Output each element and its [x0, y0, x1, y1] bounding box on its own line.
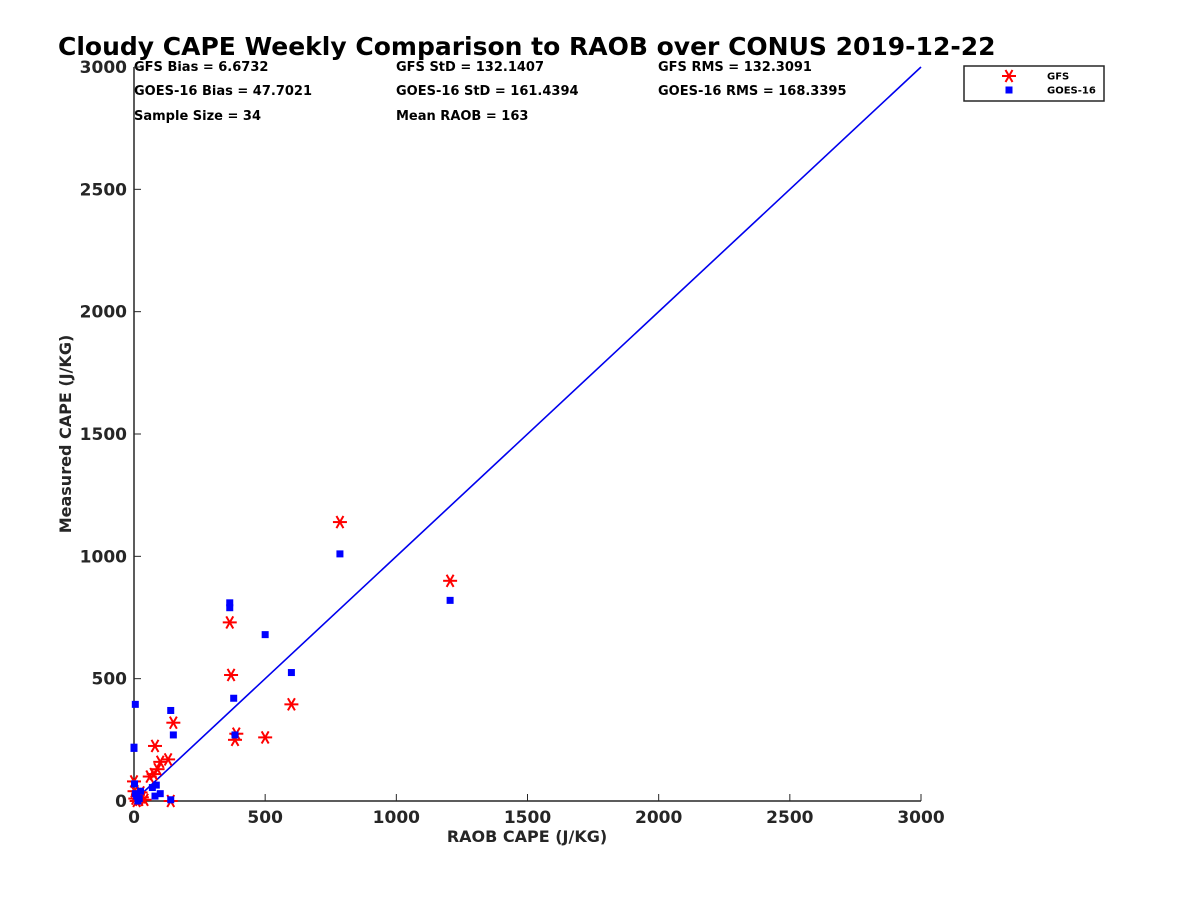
goes-16-point — [131, 780, 139, 788]
data-points — [127, 515, 458, 808]
goes-16-point — [130, 744, 138, 752]
y-tick-label: 500 — [92, 670, 128, 690]
goes-16-point — [148, 784, 156, 792]
stat-annotation: GOES-16 RMS = 168.3395 — [658, 84, 847, 99]
goes-16-point — [231, 731, 239, 739]
stat-annotation: GOES-16 StD = 161.4394 — [396, 84, 579, 99]
stat-annotation: GFS StD = 132.1407 — [396, 60, 544, 75]
goes-16-point — [167, 706, 175, 714]
y-tick-label: 0 — [115, 792, 127, 812]
legend-box — [963, 65, 1105, 102]
stat-annotation: GFS RMS = 132.3091 — [658, 60, 812, 75]
stats-annotations: GFS Bias = 6.6732 GFS StD = 132.1407 GFS R… — [134, 60, 847, 124]
stat-annotation: Mean RAOB = 163 — [396, 109, 528, 124]
goes-16-point — [135, 795, 143, 803]
tick-labels: 0 500 1000 1500 2000 2500 3000 0 500 1000 1500 2000… — [80, 58, 945, 828]
goes-16-point — [446, 596, 454, 604]
x-tick-label: 0 — [128, 808, 140, 828]
legend-label-goes-16: GOES-16 — [1047, 86, 1096, 97]
x-tick-label: 2500 — [766, 808, 813, 828]
gfs-point — [258, 730, 273, 744]
y-tick-label: 3000 — [80, 58, 127, 78]
y-tick-label: 1500 — [80, 425, 127, 445]
goes-16-point — [230, 694, 238, 702]
goes-16-point — [137, 787, 145, 795]
gfs-point — [150, 762, 165, 776]
legend: GFS GOES-16 — [963, 65, 1105, 102]
x-tick-label: 1500 — [504, 808, 551, 828]
x-tick-label: 3000 — [897, 808, 944, 828]
x-axis-label: RAOB CAPE (J/KG) — [447, 827, 607, 846]
gfs-point — [443, 574, 458, 588]
x-tick-label: 1000 — [373, 808, 420, 828]
y-tick-label: 2500 — [80, 180, 127, 200]
y-tick-label: 2000 — [80, 303, 127, 323]
legend-marker-goes-16 — [1005, 86, 1013, 94]
legend-label-gfs: GFS — [1047, 72, 1069, 83]
goes-16-point — [287, 669, 295, 677]
gfs-point — [284, 697, 299, 711]
y-tick-label: 1000 — [80, 547, 127, 567]
one-to-one-line-group — [133, 66, 922, 802]
x-tick-label: 2000 — [635, 808, 682, 828]
gfs-point — [224, 668, 239, 682]
stat-annotation: Sample Size = 34 — [134, 109, 261, 124]
one-to-one-line — [133, 66, 922, 802]
goes-16-point — [152, 781, 160, 789]
goes-16-point — [156, 790, 164, 798]
goes-16-point — [336, 550, 344, 558]
chart-title: Cloudy CAPE Weekly Comparison to RAOB ov… — [58, 32, 996, 61]
stat-annotation: GFS Bias = 6.6732 — [134, 60, 268, 75]
goes-16-point — [131, 700, 139, 708]
gfs-point — [332, 515, 347, 529]
stat-annotation: GOES-16 Bias = 47.7021 — [134, 84, 312, 99]
gfs-point — [166, 716, 181, 730]
gfs-point — [147, 739, 162, 753]
goes-16-point — [167, 796, 175, 804]
y-axis-label: Measured CAPE (J/KG) — [56, 335, 75, 534]
gfs-point — [161, 752, 176, 766]
goes-16-point — [261, 631, 269, 639]
x-tick-label: 500 — [247, 808, 283, 828]
gfs-point — [153, 755, 168, 769]
goes-16-point — [169, 731, 177, 739]
legend-marker-gfs — [1002, 69, 1016, 83]
goes-16-point — [226, 599, 234, 607]
goes-16-point — [151, 792, 159, 800]
gfs-point — [222, 615, 237, 629]
goes-16-point — [226, 604, 234, 612]
